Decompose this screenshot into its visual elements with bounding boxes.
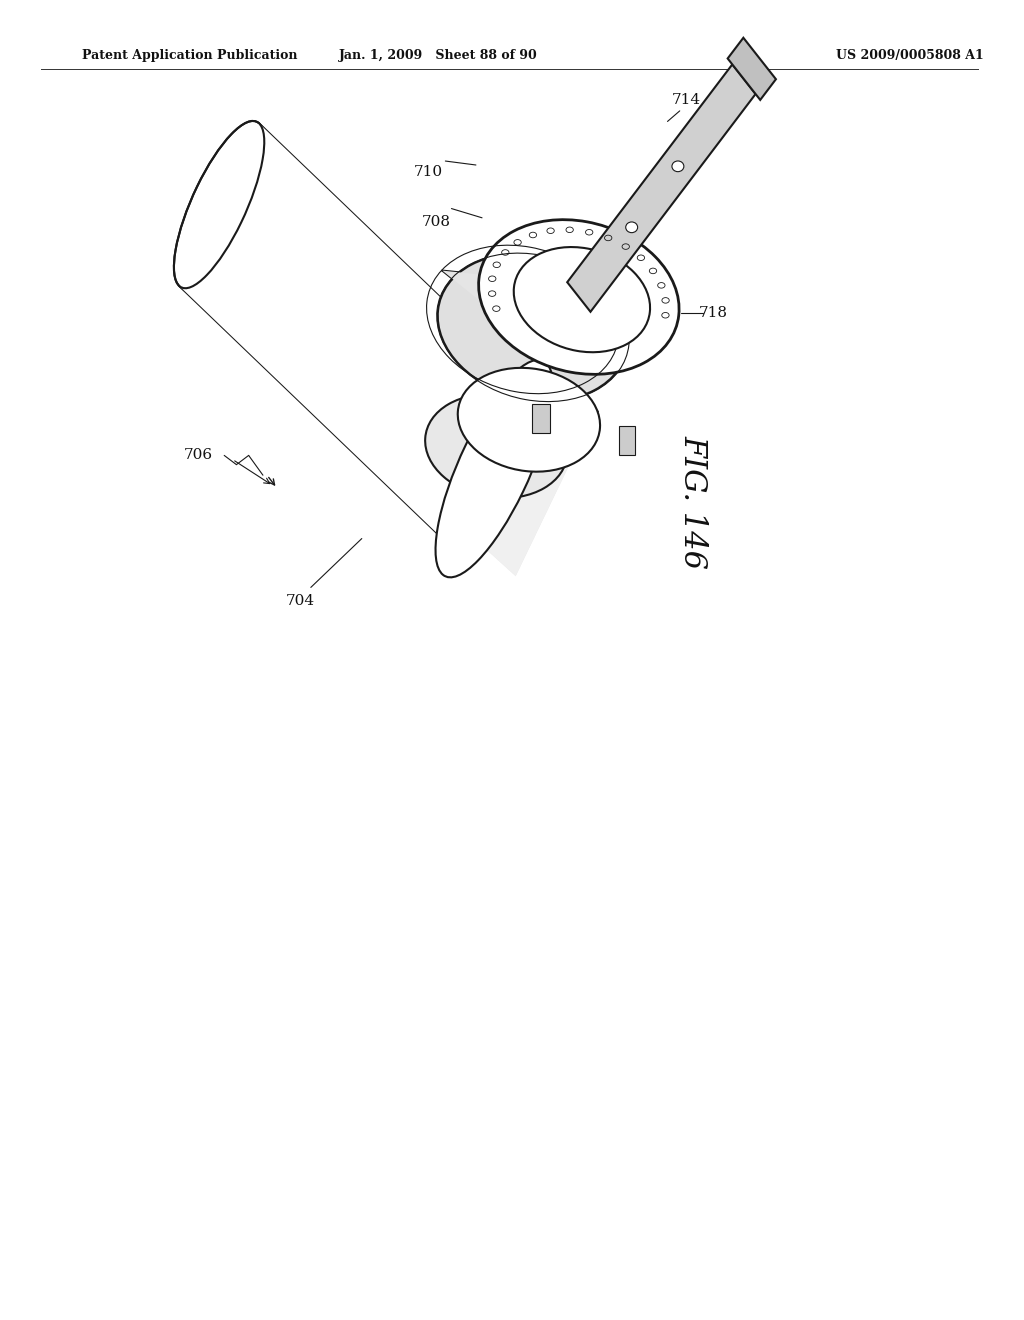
Polygon shape [728,38,776,100]
Text: 708: 708 [422,215,451,228]
Ellipse shape [514,247,650,352]
Polygon shape [442,271,668,326]
Ellipse shape [672,161,684,172]
Text: Jan. 1, 2009   Sheet 88 of 90: Jan. 1, 2009 Sheet 88 of 90 [339,49,538,62]
Ellipse shape [478,219,679,375]
Ellipse shape [458,368,600,471]
Ellipse shape [174,121,264,288]
Text: US 2009/0005808 A1: US 2009/0005808 A1 [836,49,983,62]
Text: 704: 704 [286,594,315,607]
Text: 714: 714 [672,94,700,107]
Ellipse shape [626,222,638,232]
Text: 706: 706 [184,449,213,462]
Ellipse shape [437,253,628,401]
Ellipse shape [435,360,553,577]
Text: 710: 710 [414,165,442,178]
Ellipse shape [450,385,540,552]
Polygon shape [179,123,534,550]
FancyBboxPatch shape [618,426,635,455]
Text: FIG. 146: FIG. 146 [678,434,709,569]
Polygon shape [465,408,574,576]
FancyBboxPatch shape [532,404,550,433]
Text: 718: 718 [698,306,728,319]
Polygon shape [465,408,574,576]
Text: Patent Application Publication: Patent Application Publication [82,49,297,62]
Ellipse shape [425,395,567,498]
Polygon shape [567,65,756,312]
